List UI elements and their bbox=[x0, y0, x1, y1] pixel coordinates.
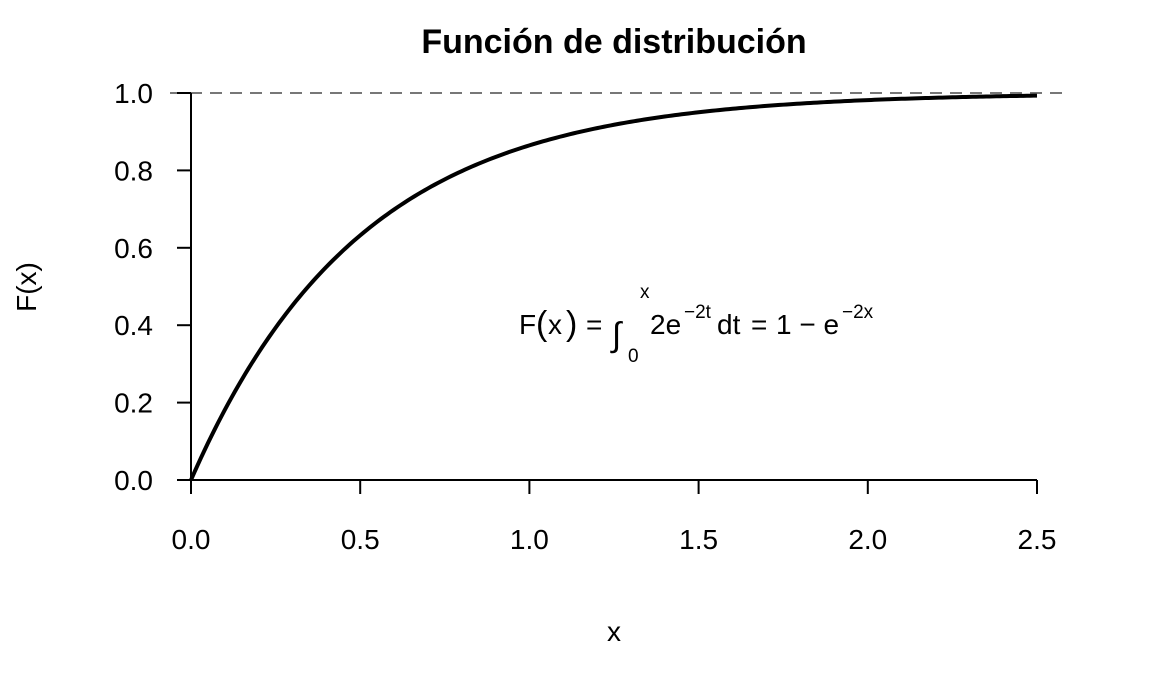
formula-rhs: 1 − e bbox=[776, 309, 839, 340]
y-tick-label: 0.6 bbox=[114, 233, 153, 264]
x-axis-ticks: 0.0 0.5 1.0 1.5 2.0 2.5 bbox=[172, 480, 1057, 555]
y-axis-label: F(x) bbox=[11, 262, 42, 312]
formula-annotation: F ( x ) = ∫ x 0 2e −2t dt = 1 − e −2x bbox=[519, 282, 874, 367]
y-axis-ticks: 0.0 0.2 0.4 0.6 0.8 1.0 bbox=[114, 78, 191, 496]
formula-differential: dt bbox=[717, 309, 741, 340]
y-tick-label: 0.4 bbox=[114, 310, 153, 341]
formula-integrand-exp: −2t bbox=[684, 302, 712, 323]
formula-eq-1: = bbox=[586, 309, 602, 340]
formula-integral-sign: ∫ bbox=[610, 316, 623, 354]
formula-close-paren: ) bbox=[566, 305, 577, 343]
formula-upper-limit: x bbox=[640, 282, 650, 303]
formula-integrand: 2e bbox=[650, 309, 681, 340]
x-tick-label: 1.0 bbox=[510, 524, 549, 555]
plot-area: 0.0 0.2 0.4 0.6 0.8 1.0 0.0 0.5 1.0 1.5 2.0 2.5 bbox=[114, 78, 1066, 555]
chart-title: Función de distribución bbox=[421, 23, 806, 61]
y-tick-label: 0.8 bbox=[114, 155, 153, 186]
x-tick-label: 2.5 bbox=[1018, 524, 1057, 555]
formula-arg: x bbox=[548, 309, 562, 340]
y-tick-label: 0.2 bbox=[114, 388, 153, 419]
x-tick-label: 1.5 bbox=[679, 524, 718, 555]
formula-lower-limit: 0 bbox=[628, 346, 639, 367]
formula-lhs: F bbox=[519, 309, 536, 340]
formula-rhs-exp: −2x bbox=[842, 302, 874, 323]
formula-open-paren: ( bbox=[536, 305, 548, 343]
x-tick-label: 0.5 bbox=[341, 524, 380, 555]
cdf-curve bbox=[189, 93, 1038, 481]
x-tick-label: 2.0 bbox=[848, 524, 887, 555]
formula-eq-2: = bbox=[751, 309, 767, 340]
y-tick-label: 1.0 bbox=[114, 78, 153, 109]
y-tick-label: 0.0 bbox=[114, 465, 153, 496]
x-axis-label: x bbox=[607, 616, 621, 647]
x-tick-label: 0.0 bbox=[172, 524, 211, 555]
